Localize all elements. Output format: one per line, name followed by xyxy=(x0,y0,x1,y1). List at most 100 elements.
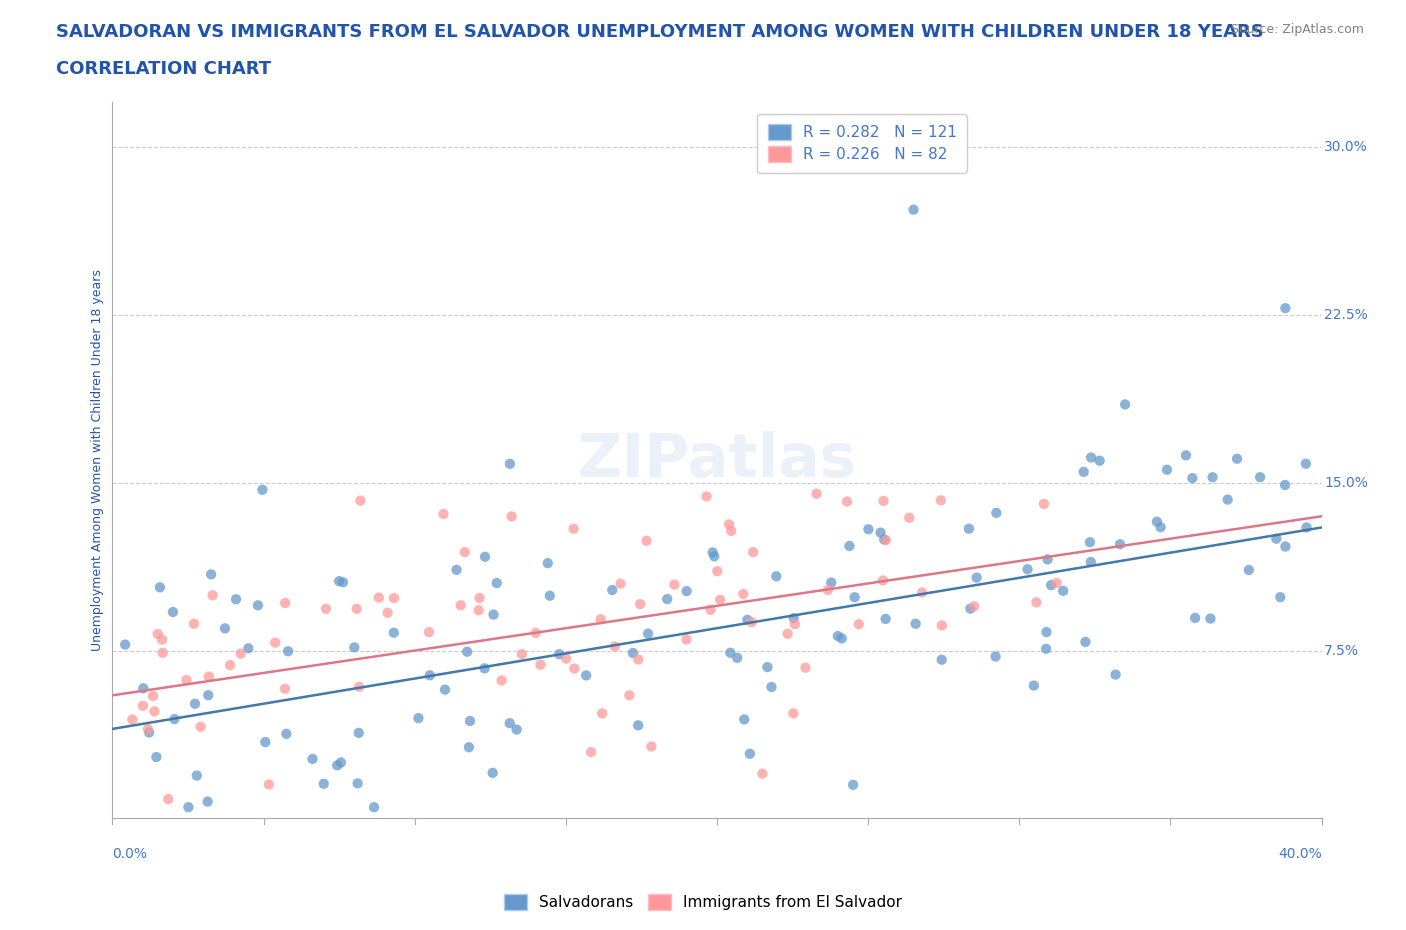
Point xyxy=(529,658,551,672)
Point xyxy=(548,646,571,661)
Point xyxy=(1274,539,1296,554)
Point xyxy=(872,573,894,588)
Point xyxy=(875,611,897,626)
Point xyxy=(696,489,718,504)
Point xyxy=(675,632,697,647)
Point xyxy=(911,585,934,600)
Point xyxy=(176,672,198,687)
Point xyxy=(627,652,650,667)
Point xyxy=(467,603,489,618)
Point xyxy=(1295,457,1317,472)
Point xyxy=(138,725,160,740)
Point xyxy=(720,524,742,538)
Point xyxy=(1035,642,1057,657)
Point xyxy=(377,605,399,620)
Point xyxy=(183,617,205,631)
Point xyxy=(505,722,527,737)
Point xyxy=(162,604,184,619)
Point xyxy=(225,591,247,606)
Point xyxy=(733,712,755,727)
Point xyxy=(450,598,472,613)
Point xyxy=(432,507,454,522)
Point xyxy=(198,670,221,684)
Point xyxy=(136,722,159,737)
Point xyxy=(1226,451,1249,466)
Point xyxy=(621,645,644,660)
Point xyxy=(619,688,641,703)
Text: 7.5%: 7.5% xyxy=(1324,644,1360,658)
Point xyxy=(783,611,806,626)
Point xyxy=(709,592,731,607)
Point xyxy=(219,658,242,672)
Point xyxy=(806,486,828,501)
Point xyxy=(984,649,1007,664)
Text: CORRELATION CHART: CORRELATION CHART xyxy=(56,60,271,78)
Point xyxy=(628,597,651,612)
Point xyxy=(562,661,585,676)
Point xyxy=(1109,537,1132,551)
Point xyxy=(474,661,496,676)
Point xyxy=(842,777,865,792)
Point xyxy=(482,607,505,622)
Point xyxy=(201,588,224,603)
Point xyxy=(157,791,180,806)
Point xyxy=(456,644,478,659)
Point xyxy=(741,615,763,630)
Text: Source: ZipAtlas.com: Source: ZipAtlas.com xyxy=(1230,23,1364,36)
Point xyxy=(664,578,686,592)
Point xyxy=(328,574,350,589)
Point xyxy=(737,612,759,627)
Point xyxy=(419,668,441,683)
Point xyxy=(301,751,323,766)
Point xyxy=(835,494,858,509)
Point xyxy=(346,602,368,617)
Point xyxy=(132,698,155,713)
Text: ZIPatlas: ZIPatlas xyxy=(578,431,856,490)
Point xyxy=(149,580,172,595)
Point xyxy=(150,632,173,647)
Point xyxy=(1036,552,1059,567)
Point xyxy=(959,601,981,616)
Point xyxy=(1088,453,1111,468)
Point xyxy=(1022,678,1045,693)
Point xyxy=(733,587,755,602)
Point xyxy=(1274,300,1296,315)
Point xyxy=(875,533,897,548)
Point xyxy=(904,617,927,631)
Point xyxy=(858,522,880,537)
Point xyxy=(142,689,165,704)
Point xyxy=(186,768,208,783)
Point xyxy=(274,595,297,610)
Point xyxy=(177,800,200,815)
Point xyxy=(121,712,143,727)
Point xyxy=(499,716,522,731)
Point xyxy=(817,582,839,597)
Point xyxy=(1270,590,1292,604)
Point xyxy=(957,521,980,536)
Point xyxy=(848,617,870,631)
Point xyxy=(481,765,503,780)
Point xyxy=(636,533,658,548)
Point xyxy=(229,646,252,661)
Point xyxy=(347,725,370,740)
Legend: R = 0.282   N = 121, R = 0.226   N = 82: R = 0.282 N = 121, R = 0.226 N = 82 xyxy=(756,113,967,173)
Text: 0.0%: 0.0% xyxy=(112,847,148,861)
Point xyxy=(702,545,724,560)
Point xyxy=(214,621,236,636)
Point xyxy=(657,591,679,606)
Point xyxy=(929,493,952,508)
Point xyxy=(200,567,222,582)
Point xyxy=(433,683,456,698)
Point xyxy=(765,569,787,584)
Point xyxy=(627,718,650,733)
Point xyxy=(1249,470,1271,485)
Point xyxy=(675,584,697,599)
Point xyxy=(1025,595,1047,610)
Point xyxy=(1040,578,1063,592)
Point xyxy=(703,549,725,564)
Point xyxy=(446,563,468,578)
Point xyxy=(699,603,721,618)
Point xyxy=(238,641,260,656)
Text: 22.5%: 22.5% xyxy=(1324,308,1368,322)
Point xyxy=(197,688,219,703)
